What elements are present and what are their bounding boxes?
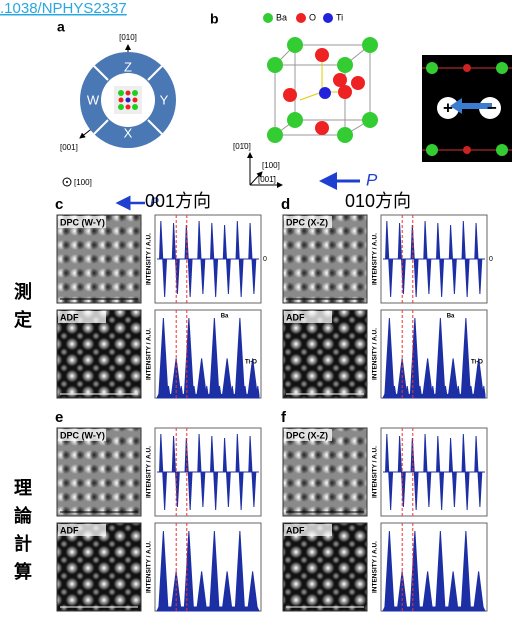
image-label: ADF	[286, 312, 305, 322]
legend-swatch	[263, 13, 273, 23]
panel-label: b	[210, 11, 219, 27]
charge-sign: +	[443, 98, 453, 117]
column-heading: 001方向	[145, 191, 211, 211]
legend-label: Ti	[336, 12, 343, 22]
figure: .1038/NPHYS2337 a Z Y X W [010] [001] [1…	[0, 0, 512, 621]
y-axis-label: INTENSITY / A.U.	[372, 541, 379, 593]
y-axis-label: INTENSITY / A.U.	[372, 233, 379, 285]
polarization-label: P	[366, 170, 378, 189]
y-axis-label: INTENSITY / A.U.	[146, 446, 153, 498]
peak-label: Ba	[221, 314, 229, 320]
image-label: ADF	[60, 312, 79, 322]
charge-sign: −	[487, 98, 497, 117]
panel-label: d	[281, 196, 290, 213]
segment-label: W	[87, 92, 100, 107]
y-axis-label: INTENSITY / A.U.	[146, 328, 153, 380]
legend-label: O	[309, 12, 316, 22]
y-axis-label: INTENSITY / A.U.	[146, 541, 153, 593]
panel-label: f	[281, 409, 287, 426]
doi-link[interactable]: .1038/NPHYS2337	[0, 0, 127, 17]
row-label: 測定	[8, 282, 34, 338]
legend-swatch	[296, 13, 306, 23]
panel-label: e	[55, 409, 63, 426]
zero-label: 0	[263, 256, 267, 263]
segment-label: Y	[160, 92, 169, 107]
image-label: DPC (W-Y)	[60, 430, 105, 440]
axis-label: [100]	[262, 161, 280, 170]
axis-label: [010]	[119, 33, 137, 42]
adf-image	[57, 523, 141, 611]
panel-label: c	[55, 196, 63, 213]
dpc-image	[57, 428, 141, 516]
segment-label: Z	[124, 59, 132, 74]
image-label: DPC (X-Z)	[286, 217, 328, 227]
adf-image	[283, 310, 367, 398]
y-axis-label: INTENSITY / A.U.	[372, 328, 379, 380]
dpc-image	[283, 215, 367, 303]
segment-label: X	[124, 125, 133, 140]
peak-label: Ti-O	[471, 360, 483, 366]
legend-swatch	[323, 13, 333, 23]
adf-image	[57, 310, 141, 398]
image-label: ADF	[286, 525, 305, 535]
profile-frame	[155, 310, 261, 398]
image-label: DPC (X-Z)	[286, 430, 328, 440]
row-label: 理論計算	[8, 478, 34, 590]
panel-label: a	[57, 19, 65, 35]
profile-frame	[155, 523, 261, 611]
zero-label: 0	[489, 256, 493, 263]
axis-label: [100]	[74, 178, 92, 187]
dpc-image	[283, 428, 367, 516]
atoms	[267, 37, 378, 143]
y-axis-label: INTENSITY / A.U.	[146, 233, 153, 285]
profile-frame	[381, 523, 487, 611]
column-heading: 010方向	[345, 191, 411, 211]
figure-canvas: .1038/NPHYS2337 a Z Y X W [010] [001] [1…	[0, 0, 512, 621]
axis-label: [001]	[60, 143, 78, 152]
peak-label: Ba	[447, 314, 455, 320]
out-of-plane-symbol	[66, 181, 68, 183]
profile-frame	[381, 310, 487, 398]
legend-label: Ba	[276, 12, 287, 22]
adf-image	[283, 523, 367, 611]
image-label: DPC (W-Y)	[60, 217, 105, 227]
y-axis-label: INTENSITY / A.U.	[372, 446, 379, 498]
image-label: ADF	[60, 525, 79, 535]
peak-label: Ti-O	[245, 360, 257, 366]
axis-label: [001̄]	[258, 175, 276, 184]
axis-label: [01̄0]	[233, 142, 251, 151]
dpc-image	[57, 215, 141, 303]
